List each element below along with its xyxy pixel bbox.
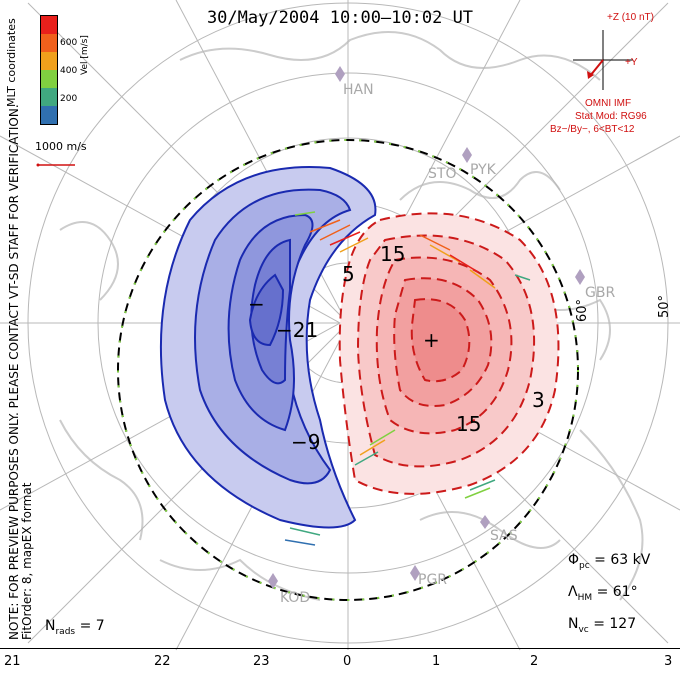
colorbar-swatch	[41, 88, 57, 106]
coordinate-system-label: MLT coordinates	[5, 18, 18, 107]
radar-count: Nrads = 7	[45, 618, 105, 637]
colorbar-swatch	[41, 106, 57, 124]
imf-y-label: +Y	[625, 57, 638, 68]
contour-label-neg21: −21	[276, 318, 319, 342]
mlt-hour-0: 0	[343, 654, 352, 669]
mlt-hour-23: 23	[253, 654, 270, 669]
hm-latitude: ΛHM = 61°	[568, 584, 638, 603]
negative-potential-cell	[159, 166, 377, 529]
station-markers	[268, 66, 585, 589]
imf-source: OMNI IMF	[585, 98, 632, 109]
colorbar-swatch	[41, 16, 57, 34]
station-sas: SAS	[490, 528, 518, 544]
imf-dial	[573, 30, 633, 90]
station-sto: STO	[428, 166, 457, 182]
colorbar-swatch	[41, 70, 57, 88]
station-pyk: PYK	[470, 162, 496, 178]
colorbar-swatch	[41, 34, 57, 52]
axis-baseline	[0, 648, 680, 649]
station-han: HAN	[343, 82, 374, 98]
station-pgr: PGR	[418, 572, 448, 588]
preview-note: NOTE: FOR PREVIEW PURPOSES ONLY. PLEASE …	[7, 104, 34, 640]
mlt-hour-3: 3	[664, 654, 673, 669]
map-title: 30/May/2004 10:00–10:02 UT	[206, 8, 474, 28]
contour-label-3: 3	[532, 388, 545, 412]
mlt-hour-1: 1	[432, 654, 441, 669]
imf-z-label: +Z (10 nT)	[607, 12, 654, 23]
potential-maximum-marker: +	[423, 328, 440, 352]
potential-minimum-marker: −	[248, 292, 265, 316]
colorbar-tick-200: 200	[60, 94, 78, 104]
velocity-vectors	[284, 211, 531, 546]
imf-condition: Bz−/By−, 6<BT<12	[550, 124, 635, 135]
vector-count: Nvc = 127	[568, 616, 637, 635]
station-gbr: GBR	[585, 285, 616, 301]
colorbar-swatch	[41, 52, 57, 70]
imf-stat-model: Stat Mod: RG96	[575, 111, 647, 122]
contour-label-15-bottom: 15	[456, 412, 482, 436]
mlt-hour-2: 2	[530, 654, 539, 669]
contour-label-5: 5	[342, 262, 355, 286]
cross-polar-potential: Φpc = 63 kV	[568, 552, 651, 571]
vector-reference-label: 1000 m/s	[35, 140, 87, 153]
velocity-colorbar	[40, 15, 58, 125]
contour-label-15-top: 15	[380, 242, 406, 266]
mlt-hour-22: 22	[154, 654, 171, 669]
contour-label-neg9: −9	[291, 430, 321, 454]
latitude-label-50: 50°	[657, 294, 672, 318]
station-kod: KOD	[280, 590, 311, 606]
colorbar-tick-600: 600	[60, 38, 78, 48]
mlt-hour-21: 21	[4, 654, 21, 669]
positive-potential-cell	[338, 212, 560, 495]
hm-boundary-dots	[117, 139, 579, 601]
colorbar-title: Vel [m/s]	[80, 35, 90, 75]
latitude-label-60: 60°	[575, 298, 590, 322]
colorbar-tick-400: 400	[60, 66, 78, 76]
